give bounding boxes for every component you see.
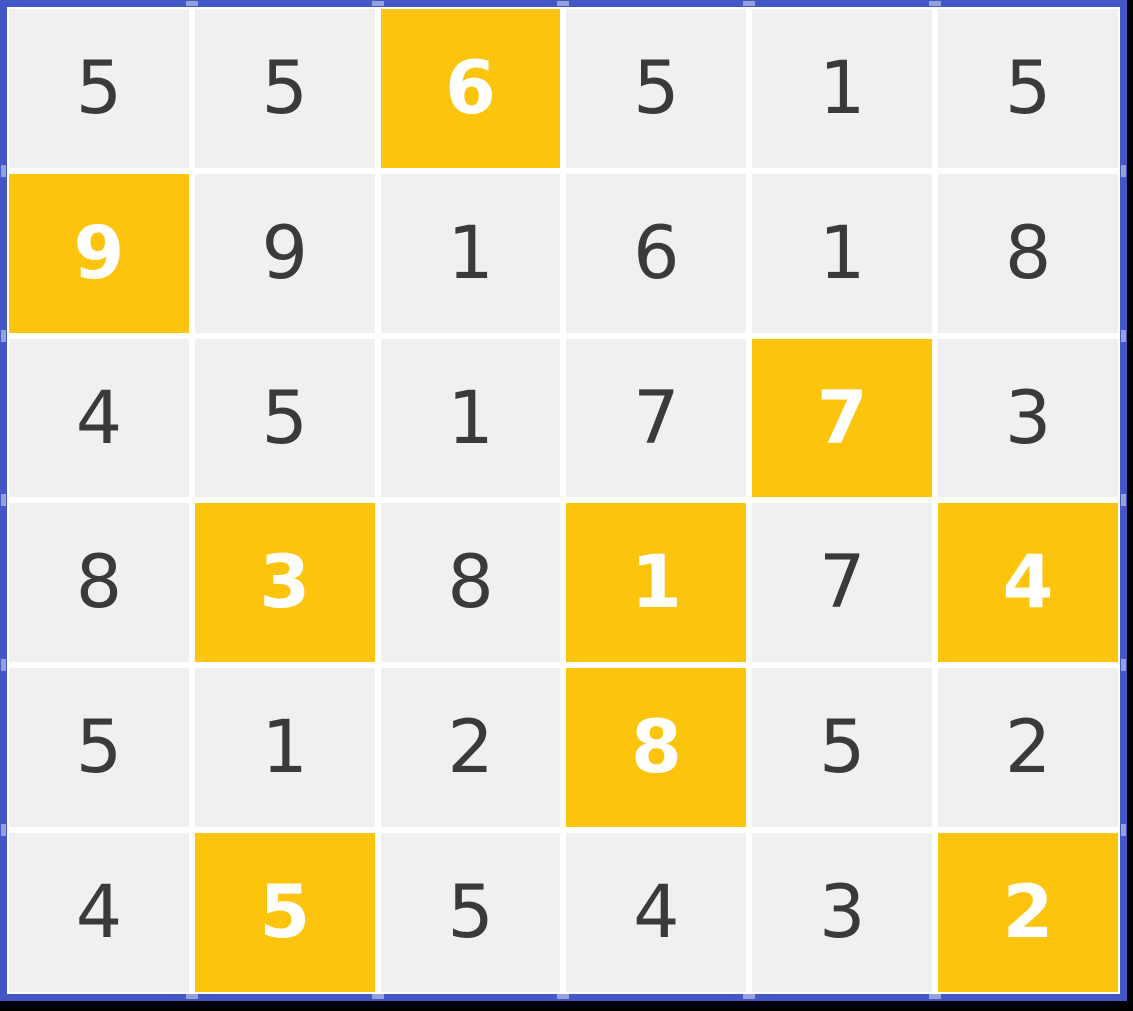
- grid-cell[interactable]: 9: [194, 173, 375, 333]
- grid-cell[interactable]: 4: [9, 338, 189, 498]
- grid-cell-highlighted[interactable]: 8: [566, 668, 747, 828]
- grid-cell[interactable]: 8: [380, 503, 561, 663]
- border-gap-notch: [1, 824, 6, 837]
- grid-cell[interactable]: 1: [752, 173, 933, 333]
- border-gap-notch: [1, 329, 6, 342]
- grid-cell[interactable]: 5: [566, 9, 747, 168]
- grid-cell-highlighted[interactable]: 4: [938, 503, 1118, 663]
- border-gap-notch: [1, 659, 6, 672]
- border-gap-notch: [1121, 659, 1126, 672]
- border-gap-notch: [557, 994, 570, 999]
- grid-cell-highlighted[interactable]: 2: [938, 833, 1118, 992]
- border-gap-notch: [371, 1, 384, 6]
- grid-cell[interactable]: 8: [9, 503, 189, 663]
- grid-cell[interactable]: 5: [194, 9, 375, 168]
- border-gap-notch: [1121, 824, 1126, 837]
- border-gap-notch: [743, 994, 756, 999]
- grid-cell[interactable]: 3: [752, 833, 933, 992]
- grid-cell[interactable]: 8: [938, 173, 1118, 333]
- grid-cell[interactable]: 1: [194, 668, 375, 828]
- grid-cell-highlighted[interactable]: 9: [9, 173, 189, 333]
- grid-cell[interactable]: 5: [9, 9, 189, 168]
- grid-cell[interactable]: 6: [566, 173, 747, 333]
- grid-cell[interactable]: 5: [194, 338, 375, 498]
- grid-cell-highlighted[interactable]: 6: [380, 9, 561, 168]
- grid-cell[interactable]: 7: [566, 338, 747, 498]
- grid-cell[interactable]: 2: [938, 668, 1118, 828]
- grid-cell-highlighted[interactable]: 5: [194, 833, 375, 992]
- grid-cell-highlighted[interactable]: 3: [194, 503, 375, 663]
- border-gap-notch: [1121, 164, 1126, 177]
- border-gap-notch: [185, 994, 198, 999]
- border-gap-notch: [557, 1, 570, 6]
- border-gap-notch: [1121, 494, 1126, 507]
- grid-cell[interactable]: 4: [9, 833, 189, 992]
- grid-cell-highlighted[interactable]: 1: [566, 503, 747, 663]
- grid-cell[interactable]: 3: [938, 338, 1118, 498]
- border-gap-notch: [1121, 329, 1126, 342]
- border-gap-notch: [929, 1, 942, 6]
- grid-cell[interactable]: 1: [380, 173, 561, 333]
- grid-cell[interactable]: 5: [938, 9, 1118, 168]
- grid-cell[interactable]: 4: [566, 833, 747, 992]
- border-gap-notch: [371, 994, 384, 999]
- grid-cell[interactable]: 7: [752, 503, 933, 663]
- grid-cell[interactable]: 5: [9, 668, 189, 828]
- grid-cell[interactable]: 5: [752, 668, 933, 828]
- border-gap-notch: [743, 1, 756, 6]
- border-gap-notch: [1, 494, 6, 507]
- border-gap-notch: [929, 994, 942, 999]
- grid-cell[interactable]: 1: [752, 9, 933, 168]
- grid-cell[interactable]: 5: [380, 833, 561, 992]
- border-gap-notch: [1, 164, 6, 177]
- grid-cell[interactable]: 1: [380, 338, 561, 498]
- border-gap-notch: [185, 1, 198, 6]
- grid-cell[interactable]: 2: [380, 668, 561, 828]
- grid-cell-highlighted[interactable]: 7: [752, 338, 933, 498]
